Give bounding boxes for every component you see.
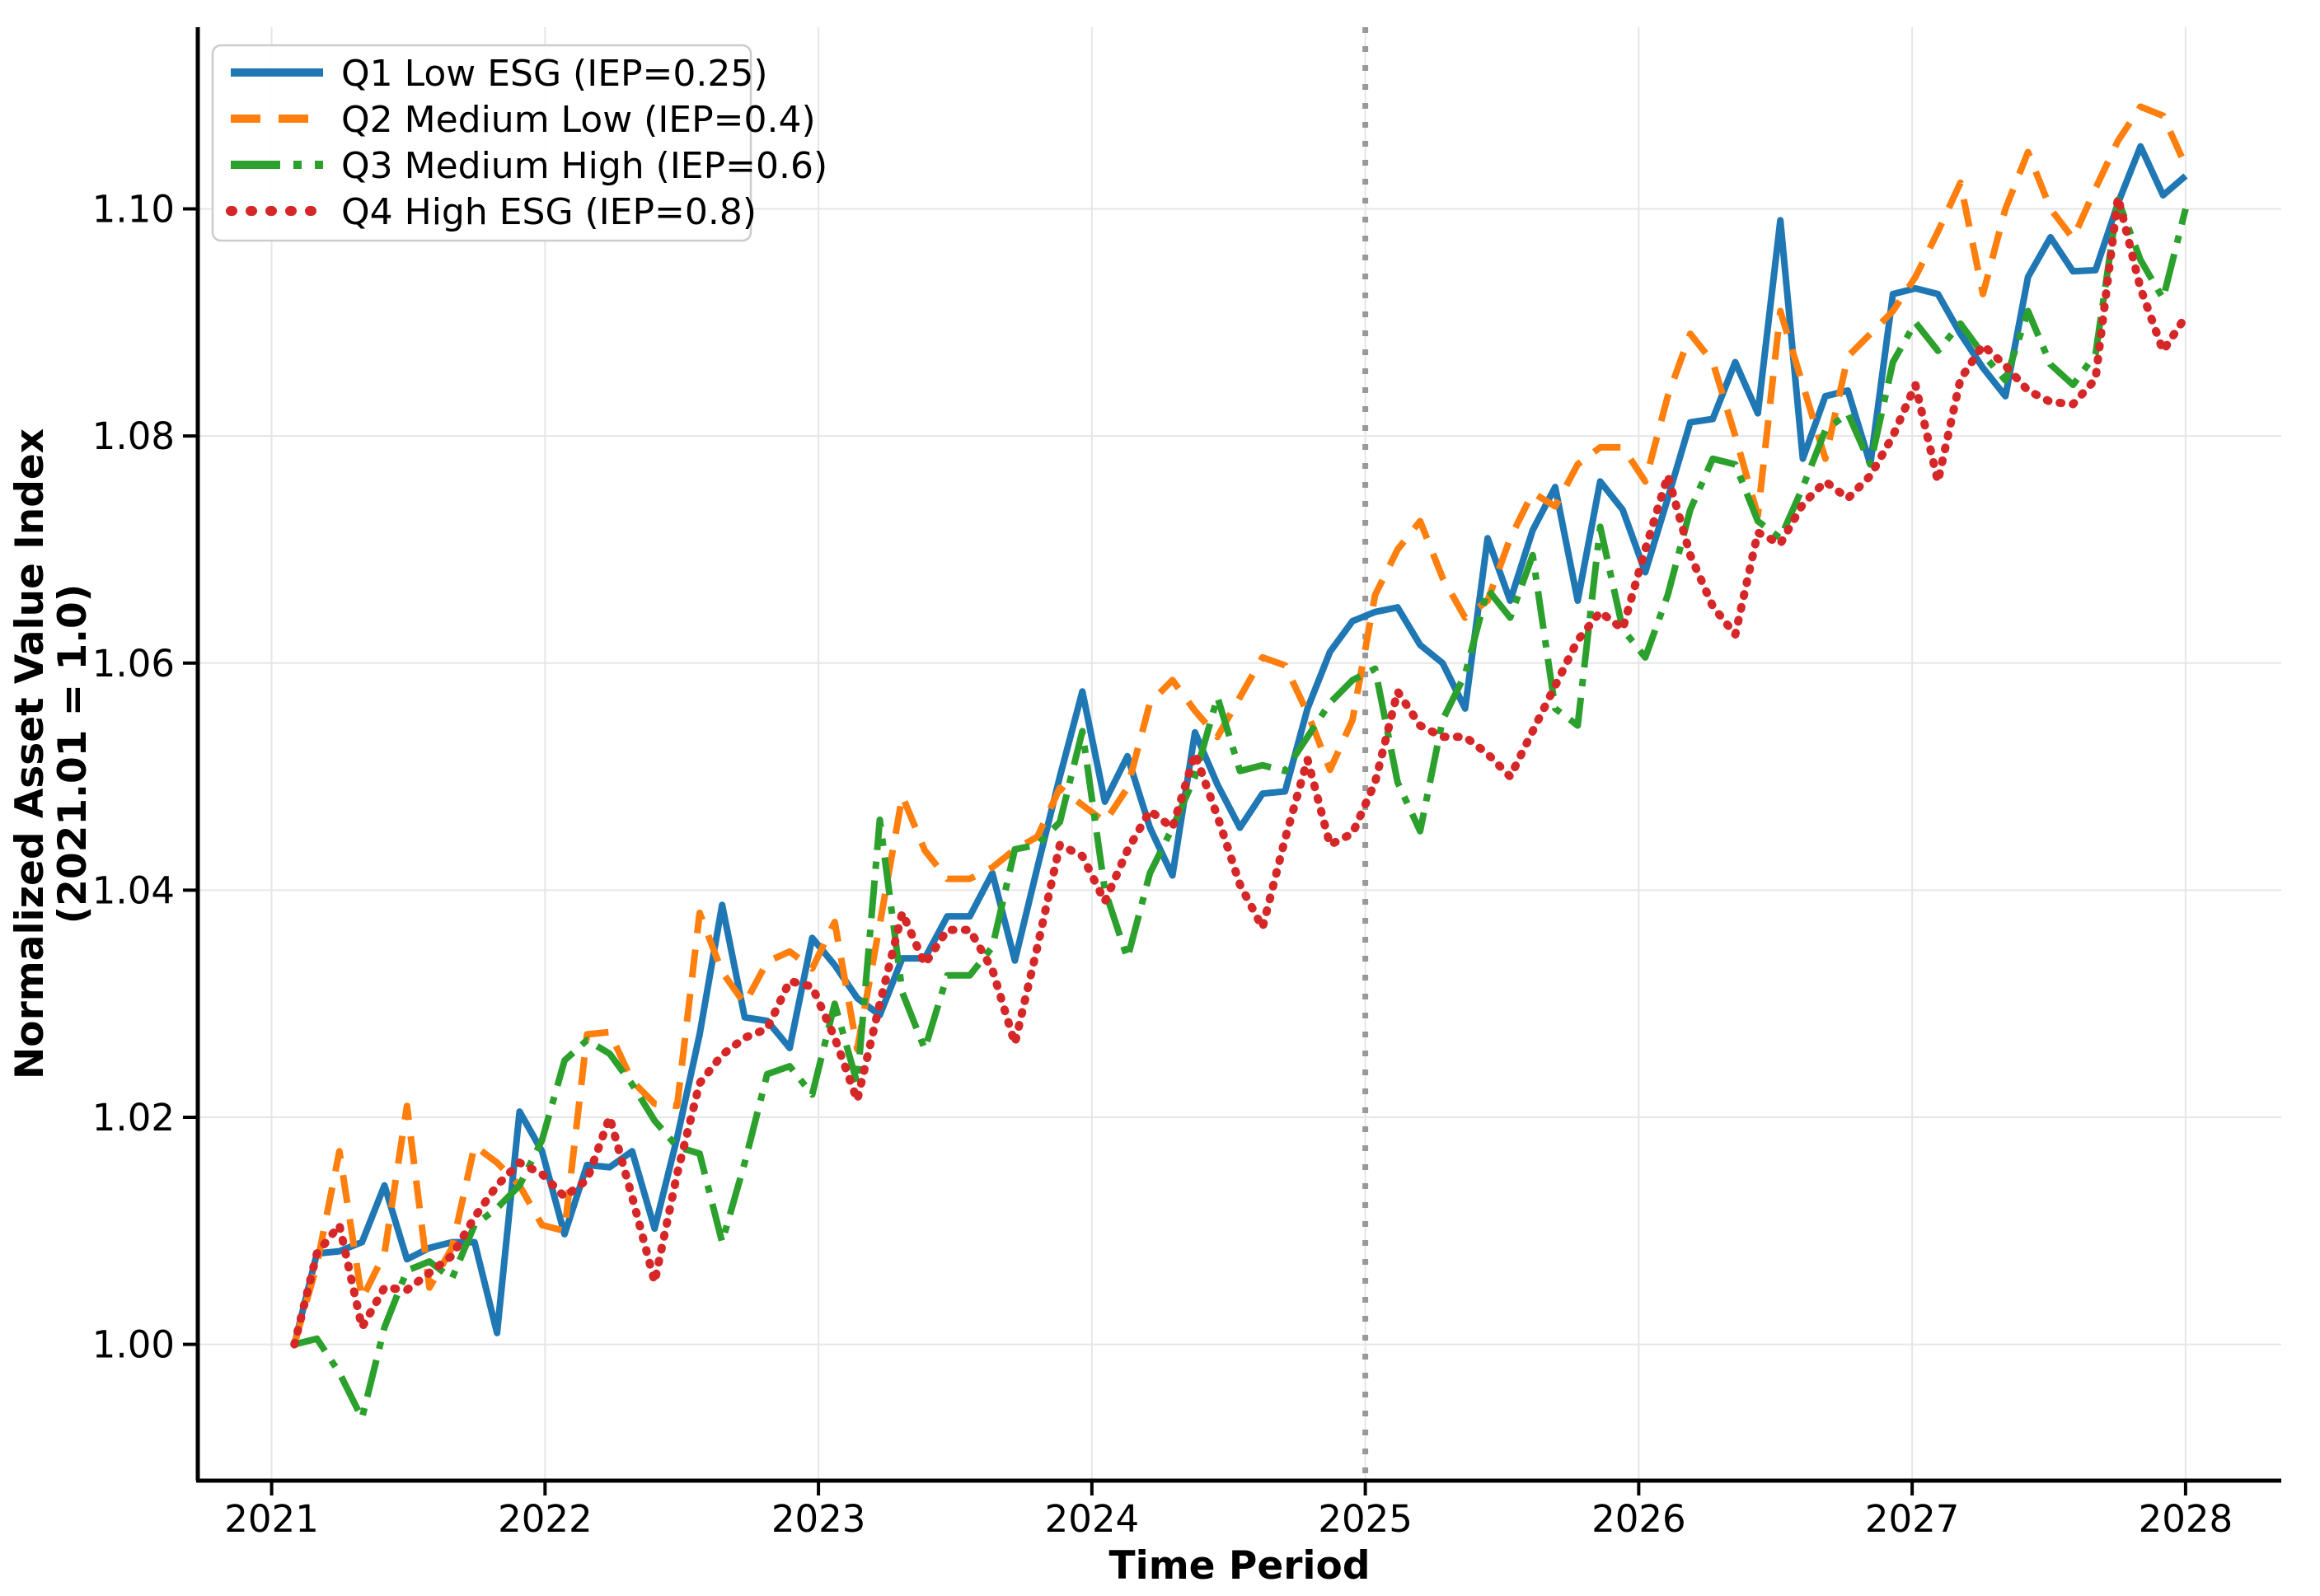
x-tick-label: 2024 [1045, 1497, 1140, 1541]
series-line-q2 [291, 103, 2189, 1346]
y-tick-label: 1.00 [92, 1323, 175, 1367]
series-line-q4 [290, 193, 2190, 1349]
x-tick-label: 2022 [498, 1497, 593, 1541]
x-tick-label: 2023 [771, 1497, 866, 1541]
x-tick-label: 2026 [1591, 1497, 1686, 1541]
y-tick-label: 1.08 [92, 414, 175, 458]
legend-label-q4: Q4 High ESG (IEP=0.8) [341, 191, 757, 233]
y-axis-label-line1: Normalized Asset Value Index [7, 428, 53, 1079]
x-tick-label: 2021 [224, 1497, 319, 1541]
y-tick-label: 1.10 [92, 188, 175, 232]
legend-label-q2: Q2 Medium Low (IEP=0.4) [341, 99, 816, 141]
x-tick-label: 2025 [1318, 1497, 1413, 1541]
y-tick-label: 1.06 [92, 642, 175, 686]
x-tick-label: 2027 [1865, 1497, 1960, 1541]
y-tick-label: 1.02 [92, 1096, 175, 1140]
series-line-q3 [293, 196, 2189, 1422]
y-tick-label: 1.04 [92, 868, 175, 912]
legend-label-q1: Q1 Low ESG (IEP=0.25) [341, 53, 768, 95]
legend-label-q3: Q3 Medium High (IEP=0.6) [341, 145, 827, 187]
x-tick-label: 2028 [2139, 1497, 2233, 1541]
x-axis-label: Time Period [1109, 1543, 1371, 1589]
legend-box [211, 44, 752, 242]
y-axis-label-line2: (2021.01 = 1.0) [50, 584, 96, 924]
